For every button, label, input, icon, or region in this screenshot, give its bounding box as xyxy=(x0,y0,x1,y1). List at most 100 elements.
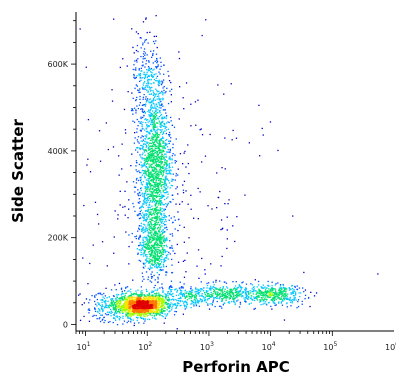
event-dot xyxy=(158,266,160,268)
event-dot xyxy=(264,293,267,296)
event-dot xyxy=(169,310,171,312)
event-dot xyxy=(151,152,153,154)
event-dot xyxy=(168,163,170,165)
event-dot xyxy=(236,296,238,299)
event-dot xyxy=(162,191,164,193)
event-dot xyxy=(186,291,188,293)
event-dot xyxy=(105,305,107,307)
event-dot xyxy=(154,251,156,253)
event-dot xyxy=(153,304,155,307)
event-dot xyxy=(168,215,170,217)
event-dot xyxy=(191,300,193,302)
event-dot xyxy=(148,244,150,246)
event-dot xyxy=(88,302,90,304)
event-dot xyxy=(146,260,149,262)
event-dot xyxy=(146,256,148,258)
event-dot xyxy=(209,289,211,291)
event-dot xyxy=(213,297,215,299)
event-dot xyxy=(242,295,244,297)
event-dot xyxy=(251,298,253,301)
event-dot xyxy=(148,300,151,302)
event-dot xyxy=(196,265,198,267)
event-dot xyxy=(167,169,169,171)
event-dot xyxy=(162,236,164,238)
event-dot xyxy=(150,211,152,213)
event-dot xyxy=(149,230,151,232)
event-dot xyxy=(285,297,287,299)
event-dot xyxy=(152,179,154,181)
event-dot xyxy=(105,287,107,289)
event-dot xyxy=(161,301,163,304)
event-dot xyxy=(159,218,161,220)
event-dot xyxy=(171,166,174,168)
event-dot xyxy=(157,221,160,223)
event-dot xyxy=(137,308,139,311)
event-dot xyxy=(146,301,148,303)
event-dot xyxy=(159,183,161,185)
event-dot xyxy=(154,243,156,245)
event-dot xyxy=(146,245,148,247)
event-dot xyxy=(220,291,222,293)
event-dot xyxy=(132,202,134,205)
event-dot xyxy=(106,311,109,313)
event-dot xyxy=(142,249,144,251)
event-dot xyxy=(153,82,155,84)
event-dot xyxy=(79,28,81,30)
event-dot xyxy=(242,281,244,283)
event-dot xyxy=(144,58,146,60)
event-dot xyxy=(155,66,157,68)
event-dot xyxy=(150,187,152,189)
event-dot xyxy=(149,311,151,314)
event-dot xyxy=(150,167,153,169)
event-dot xyxy=(161,153,163,155)
event-dot xyxy=(260,304,262,306)
event-dot xyxy=(252,289,255,291)
event-dot xyxy=(129,311,131,314)
event-dot xyxy=(161,162,163,164)
event-dot xyxy=(131,28,133,30)
event-dot xyxy=(221,255,223,258)
event-dot xyxy=(157,189,159,191)
event-dot xyxy=(165,297,167,300)
event-dot xyxy=(142,212,144,214)
event-dot xyxy=(135,310,137,312)
event-dot xyxy=(148,172,151,174)
event-dot xyxy=(185,300,187,302)
event-dot xyxy=(147,303,149,305)
event-dot xyxy=(147,222,149,224)
event-dot xyxy=(218,305,221,307)
event-dot xyxy=(139,234,141,237)
event-dot xyxy=(147,79,149,81)
event-dot xyxy=(141,147,144,149)
event-dot xyxy=(185,271,187,273)
event-dot xyxy=(184,297,186,299)
event-dot xyxy=(140,209,142,211)
event-dot xyxy=(159,129,161,131)
event-dot xyxy=(155,112,157,115)
event-dot xyxy=(225,295,227,297)
event-dot xyxy=(152,312,154,315)
event-dot xyxy=(161,155,163,157)
event-dot xyxy=(149,218,151,220)
event-dot xyxy=(160,246,162,248)
event-dot xyxy=(148,115,151,117)
event-dot xyxy=(162,239,164,241)
event-dot xyxy=(160,300,163,303)
event-dot xyxy=(172,173,174,175)
event-dot xyxy=(252,286,254,288)
event-dot xyxy=(159,190,161,192)
event-dot xyxy=(160,65,162,68)
event-dot xyxy=(137,253,139,255)
event-dot xyxy=(150,223,152,225)
event-dot xyxy=(144,118,146,121)
event-dot xyxy=(142,96,145,98)
event-dot xyxy=(294,286,296,288)
event-dot xyxy=(122,206,124,208)
event-dot xyxy=(158,230,160,233)
event-dot xyxy=(154,230,156,232)
event-dot xyxy=(259,299,261,301)
event-dot xyxy=(176,289,179,291)
event-dot xyxy=(154,306,157,308)
event-dot xyxy=(138,73,140,75)
event-dot xyxy=(157,158,159,160)
